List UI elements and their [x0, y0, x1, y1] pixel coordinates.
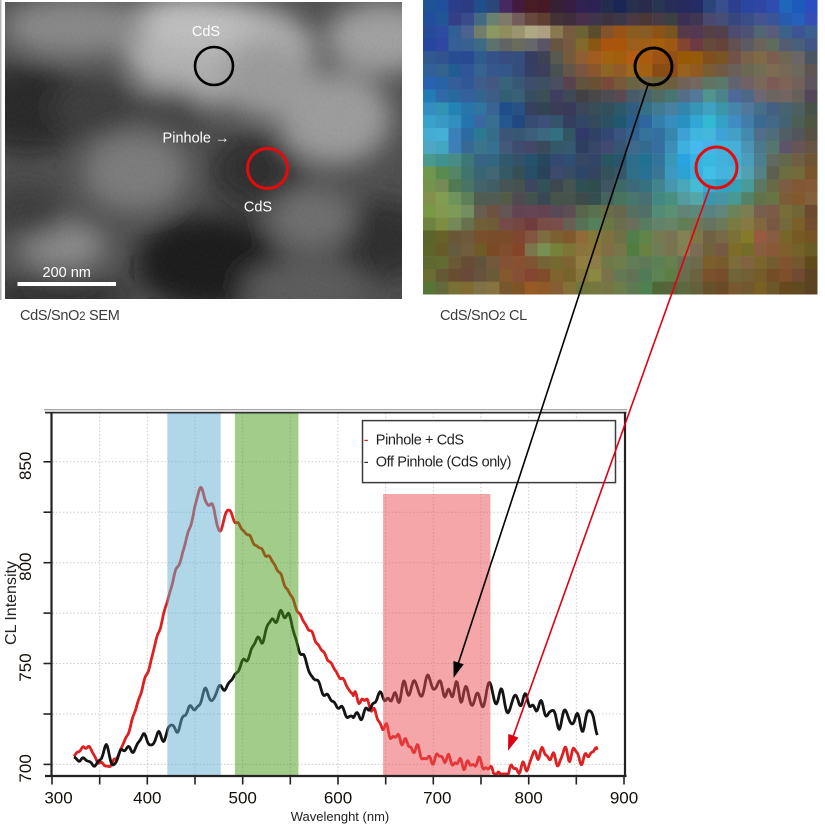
svg-text:CdS: CdS: [192, 24, 220, 40]
svg-text:800: 800: [515, 789, 543, 808]
svg-text:750: 750: [16, 653, 35, 681]
svg-text:-: -: [364, 455, 369, 471]
svg-text:600: 600: [324, 789, 352, 808]
svg-text:Pinhole →: Pinhole →: [163, 131, 230, 147]
svg-text:500: 500: [229, 789, 257, 808]
svg-text:Wavelenght (nm): Wavelenght (nm): [291, 809, 390, 824]
svg-text:CL Intensity: CL Intensity: [3, 561, 20, 645]
svg-text:800: 800: [16, 553, 35, 581]
svg-text:-: -: [364, 433, 369, 449]
svg-text:Pinhole + CdS: Pinhole + CdS: [376, 433, 464, 449]
svg-text:CdS: CdS: [244, 200, 272, 216]
svg-text:300: 300: [44, 789, 72, 808]
svg-text:400: 400: [133, 789, 161, 808]
svg-text:200 nm: 200 nm: [43, 265, 91, 281]
svg-text:Off Pinhole (CdS only): Off Pinhole (CdS only): [376, 455, 511, 471]
svg-text:850: 850: [16, 452, 35, 480]
svg-text:700: 700: [16, 754, 35, 782]
svg-text:CdS/SnO2 CL: CdS/SnO2 CL: [440, 308, 527, 324]
svg-text:900: 900: [610, 789, 638, 808]
svg-text:CdS/SnO2 SEM: CdS/SnO2 SEM: [20, 308, 120, 324]
svg-text:700: 700: [423, 789, 451, 808]
